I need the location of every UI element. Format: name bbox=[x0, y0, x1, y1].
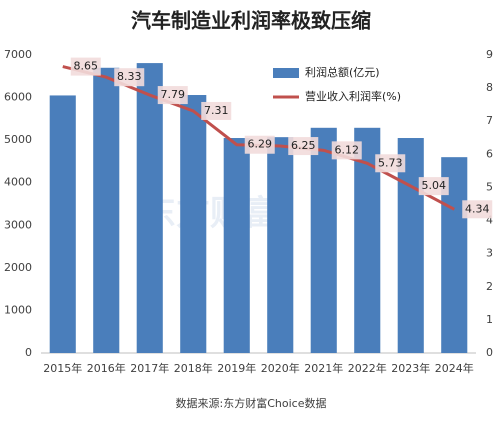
x-tick-label: 2023年 bbox=[391, 361, 430, 375]
data-label-box bbox=[418, 177, 449, 196]
y2-tick-label: 8 bbox=[486, 81, 493, 94]
x-tick-label: 2016年 bbox=[87, 361, 126, 375]
data-label-box bbox=[288, 137, 319, 156]
y2-tick-label: 4 bbox=[486, 214, 493, 227]
x-tick-label: 2019年 bbox=[217, 361, 256, 375]
data-label-box bbox=[462, 200, 493, 219]
legend-label: 营业收入利润率(%) bbox=[305, 89, 401, 103]
data-label: 8.33 bbox=[117, 70, 142, 83]
bar bbox=[223, 138, 250, 353]
data-label: 4.34 bbox=[465, 202, 490, 215]
y-tick-label: 2000 bbox=[4, 261, 32, 274]
bar bbox=[267, 137, 294, 353]
data-label: 6.12 bbox=[335, 143, 360, 156]
x-tick-label: 2024年 bbox=[435, 361, 474, 375]
bar bbox=[397, 138, 424, 353]
data-label: 5.73 bbox=[378, 156, 403, 169]
y2-tick-label: 1 bbox=[486, 313, 493, 326]
y-tick-label: 4000 bbox=[4, 176, 32, 189]
data-label-box bbox=[375, 154, 406, 173]
data-label: 7.31 bbox=[204, 104, 229, 117]
watermark: 东方财富 bbox=[142, 194, 278, 234]
y-tick-label: 1000 bbox=[4, 303, 32, 316]
data-label-box bbox=[244, 135, 275, 154]
data-label: 6.25 bbox=[291, 139, 316, 152]
y2-tick-label: 6 bbox=[486, 147, 493, 160]
bar bbox=[180, 95, 207, 353]
y-tick-label: 3000 bbox=[4, 218, 32, 231]
y2-tick-label: 2 bbox=[486, 280, 493, 293]
y-tick-label: 6000 bbox=[4, 91, 32, 104]
data-label-box bbox=[157, 86, 188, 105]
x-tick-label: 2015年 bbox=[43, 361, 82, 375]
data-label-box bbox=[114, 68, 145, 87]
bar bbox=[93, 67, 120, 354]
data-label: 7.79 bbox=[161, 88, 186, 101]
x-tick-label: 2022年 bbox=[348, 361, 387, 375]
bar bbox=[310, 127, 337, 353]
source: 数据来源:东方财富Choice数据 bbox=[176, 396, 327, 410]
x-tick-label: 2018年 bbox=[174, 361, 213, 375]
data-label-box bbox=[201, 101, 232, 120]
data-label: 6.29 bbox=[248, 138, 273, 151]
y2-tick-label: 3 bbox=[486, 247, 493, 260]
legend-label: 利润总额(亿元) bbox=[305, 65, 380, 79]
y2-tick-label: 7 bbox=[486, 114, 493, 127]
data-label: 8.65 bbox=[74, 60, 99, 73]
data-label-box bbox=[70, 57, 101, 76]
y2-tick-label: 5 bbox=[486, 180, 493, 193]
x-tick-label: 2021年 bbox=[304, 361, 343, 375]
data-label-box bbox=[331, 141, 362, 160]
data-label: 5.04 bbox=[422, 179, 447, 192]
x-tick-label: 2017年 bbox=[130, 361, 169, 375]
bar bbox=[136, 63, 163, 354]
legend-swatch bbox=[273, 68, 299, 78]
y-tick-label: 5000 bbox=[4, 133, 32, 146]
x-tick-label: 2020年 bbox=[261, 361, 300, 375]
y-tick-label: 0 bbox=[25, 346, 32, 359]
y2-tick-label: 9 bbox=[486, 48, 493, 61]
chart-title: 汽车制造业利润率极致压缩 bbox=[131, 9, 371, 33]
bar bbox=[49, 95, 76, 353]
y2-tick-label: 0 bbox=[486, 346, 493, 359]
y-tick-label: 7000 bbox=[4, 48, 32, 61]
